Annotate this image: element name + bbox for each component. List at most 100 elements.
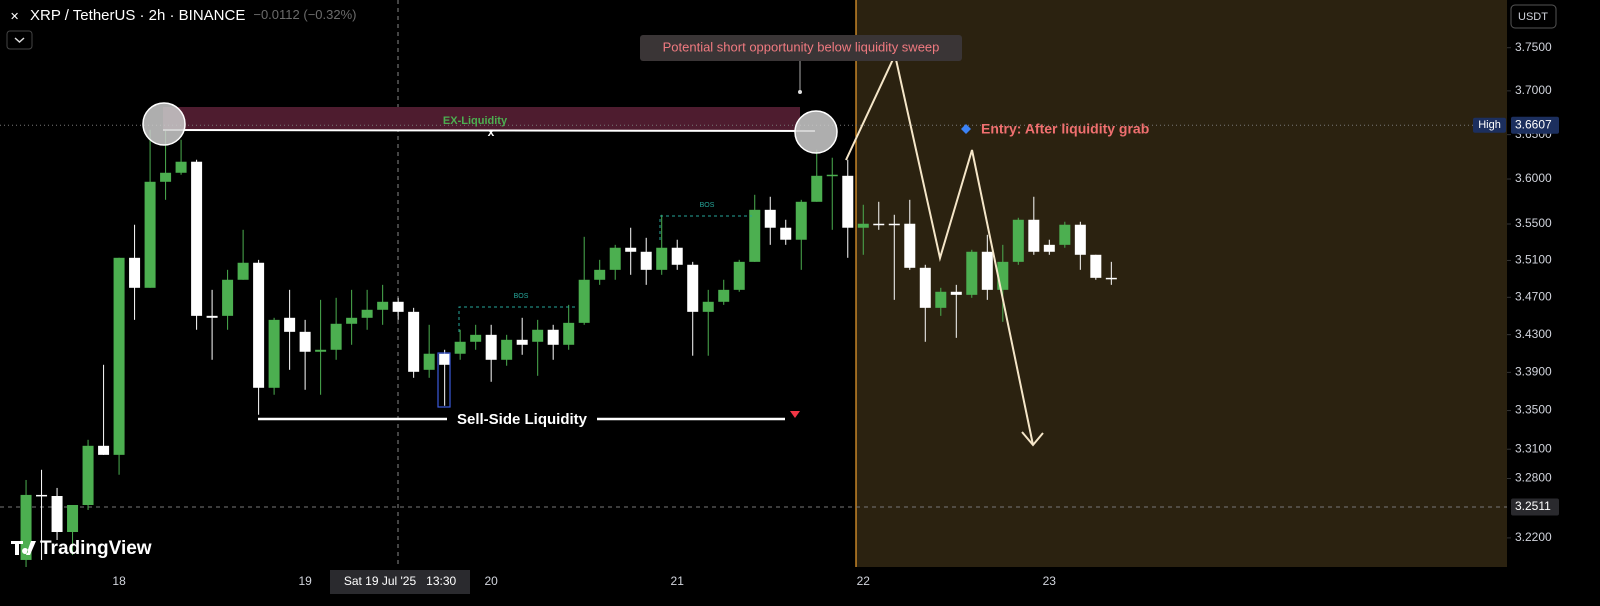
- candle-body: [749, 209, 761, 262]
- candle-body: [206, 315, 218, 318]
- candle-body: [950, 291, 962, 295]
- y-tick-label: 3.5100: [1515, 253, 1552, 267]
- candle-body: [392, 301, 404, 312]
- candle-body: [346, 317, 358, 324]
- x-tick-label: 22: [857, 574, 871, 588]
- candle-body: [361, 309, 373, 318]
- candle-body: [625, 247, 637, 252]
- candle-body: [764, 209, 776, 228]
- candle-body: [1105, 277, 1117, 280]
- candle-body: [1059, 224, 1071, 245]
- candle-body: [284, 317, 296, 332]
- y-tick-label: 3.5500: [1515, 216, 1552, 230]
- candle-body: [67, 504, 79, 533]
- candle-body: [981, 251, 993, 290]
- y-tick-label: 3.7000: [1515, 83, 1552, 97]
- branding: TradingView: [11, 538, 152, 559]
- y-tick-label: 3.3500: [1515, 403, 1552, 417]
- candle-body: [1012, 219, 1024, 262]
- crosshair-time-box: [330, 570, 470, 594]
- projection-arrowhead: [1021, 431, 1044, 447]
- entry-label: Entry: After liquidity grab: [981, 121, 1149, 137]
- candle-body: [687, 264, 699, 312]
- candle-body: [1074, 224, 1086, 255]
- candle-body: [609, 247, 621, 270]
- sweep-circle: [794, 110, 838, 154]
- candle-body: [82, 445, 94, 505]
- x-tick-label: 23: [1043, 574, 1057, 588]
- price-line-tag: [1473, 117, 1506, 133]
- y-tick-label: 3.3100: [1515, 441, 1552, 455]
- candle-body: [315, 349, 327, 352]
- candle-body: [966, 251, 978, 295]
- candle-body: [532, 329, 544, 342]
- chart-title: XRP / TetherUS · 2h · BINANCE: [30, 7, 245, 24]
- y-tick-label: 3.7500: [1515, 40, 1552, 54]
- sweep-circle: [142, 102, 186, 146]
- candle-body: [718, 289, 730, 302]
- x-tick-label: 18: [112, 574, 126, 588]
- dropdown-button[interactable]: [6, 30, 33, 50]
- x-tick-label: 20: [484, 574, 498, 588]
- candle-body: [904, 223, 916, 268]
- candle-body: [299, 331, 311, 352]
- highlight-box: [437, 352, 451, 408]
- projection-zone: [856, 0, 1507, 567]
- candle-body: [377, 301, 389, 310]
- y-tick-label: 3.3900: [1515, 365, 1552, 379]
- currency-label: USDT: [1518, 11, 1548, 23]
- candle-body: [671, 247, 683, 265]
- crosshair-time: Sat 19 Jul '25 13:30: [344, 574, 457, 588]
- candle-body: [780, 227, 792, 240]
- candle-body: [501, 339, 513, 360]
- price-badge-value: 3.6607: [1515, 117, 1552, 131]
- zone-label: EX-Liquidity: [443, 115, 508, 127]
- candle-body: [237, 262, 249, 280]
- bos-label: BOS: [700, 202, 715, 209]
- candle-body: [129, 257, 141, 288]
- candle-body: [454, 341, 466, 354]
- x-tick-label: 21: [671, 574, 685, 588]
- candle-body: [98, 445, 110, 455]
- currency-button[interactable]: [1510, 4, 1557, 29]
- candle-body: [36, 494, 48, 497]
- callout-text: Potential short opportunity below liquid…: [663, 39, 940, 54]
- price-badge: [1511, 498, 1559, 516]
- marker-triangle: [790, 411, 800, 418]
- y-tick-label: 3.6000: [1515, 171, 1552, 185]
- price-line-tag-label: High: [1478, 119, 1501, 131]
- liquidity-zone: [163, 107, 800, 131]
- candle-body: [795, 201, 807, 240]
- candle-body: [1028, 219, 1040, 252]
- brand-logo: [11, 541, 36, 555]
- candle-body: [547, 329, 559, 345]
- candle-body: [144, 181, 156, 288]
- candle-body: [268, 319, 280, 388]
- bos-line: [458, 306, 575, 332]
- candle-body: [222, 279, 234, 316]
- price-badge-value: 3.2511: [1515, 499, 1551, 513]
- sell-side-label: Sell-Side Liquidity: [457, 411, 588, 428]
- callout-dot: [798, 90, 802, 94]
- candle-body: [175, 161, 187, 173]
- candle-body: [857, 223, 869, 228]
- bos-label: BOS: [514, 293, 529, 300]
- candle-body: [51, 496, 63, 533]
- candle-body: [1090, 254, 1102, 278]
- candle-body: [253, 262, 265, 388]
- y-tick-label: 3.2200: [1515, 530, 1552, 544]
- candle-body: [20, 494, 32, 560]
- candle-body: [160, 172, 172, 182]
- candle-body: [826, 174, 838, 177]
- candle-body: [516, 339, 528, 345]
- candle-body: [563, 322, 575, 345]
- x-tick-label: 19: [298, 574, 312, 588]
- candle-body: [640, 251, 652, 270]
- candle-body: [485, 334, 497, 360]
- price-badge: [1511, 116, 1559, 134]
- symbol-icon: ✕: [10, 11, 19, 23]
- candle-body: [578, 279, 590, 323]
- candle-body: [594, 269, 606, 280]
